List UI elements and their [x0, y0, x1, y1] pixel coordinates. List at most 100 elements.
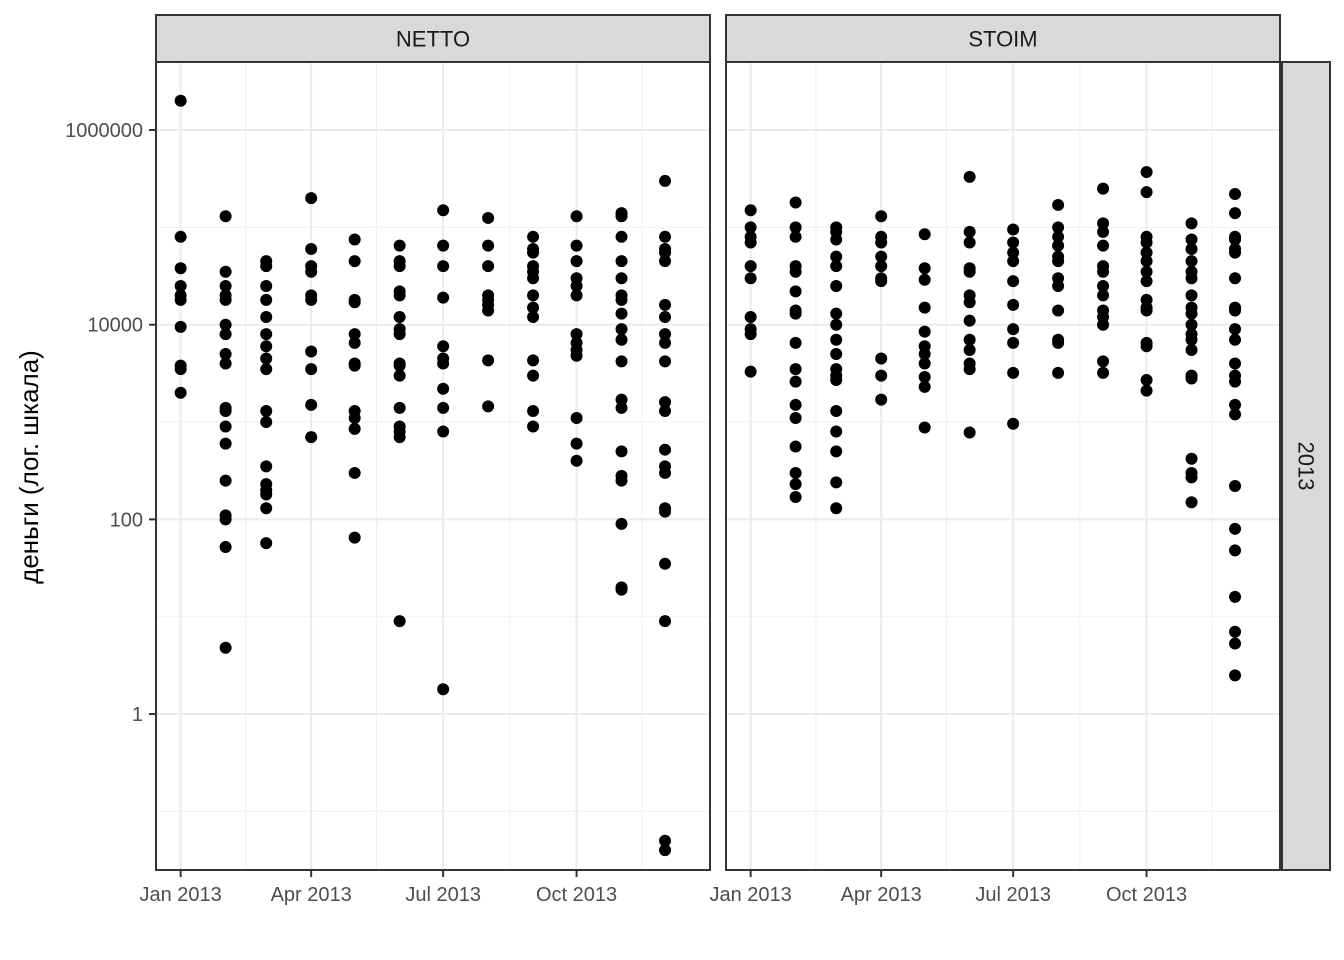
data-point: [789, 478, 802, 491]
data-point: [615, 307, 628, 320]
data-point: [305, 192, 318, 205]
data-point: [305, 293, 318, 306]
data-point: [1229, 625, 1242, 638]
data-point: [963, 363, 976, 376]
data-point: [260, 363, 273, 376]
data-point: [174, 262, 187, 275]
data-point: [348, 466, 361, 479]
data-point: [744, 272, 757, 285]
data-point: [348, 422, 361, 435]
row-strip: 2013: [1281, 61, 1331, 871]
data-point: [659, 246, 672, 259]
data-point: [260, 537, 273, 550]
data-point: [875, 393, 888, 406]
data-point: [348, 328, 361, 341]
data-point: [1229, 522, 1242, 535]
data-point: [482, 239, 495, 252]
panel-background: [156, 62, 710, 870]
data-point: [1140, 384, 1153, 397]
data-point: [1007, 417, 1020, 430]
data-point: [1140, 186, 1153, 199]
data-point: [1185, 372, 1198, 385]
data-point: [260, 460, 273, 473]
data-point: [393, 289, 406, 302]
data-point: [659, 396, 672, 409]
data-point: [963, 426, 976, 439]
data-point: [789, 490, 802, 503]
data-point: [875, 250, 888, 263]
data-point: [615, 393, 628, 406]
data-point: [1007, 275, 1020, 288]
data-point: [1007, 298, 1020, 311]
data-point: [393, 260, 406, 273]
data-point: [918, 262, 931, 275]
data-point: [219, 210, 232, 223]
data-point: [1097, 355, 1110, 368]
data-point: [615, 583, 628, 596]
data-point: [1097, 289, 1110, 302]
data-point: [1185, 217, 1198, 230]
data-point: [348, 336, 361, 349]
data-point: [789, 230, 802, 243]
data-point: [174, 293, 187, 306]
data-point: [1097, 182, 1110, 195]
data-point: [393, 401, 406, 414]
x-tick-label: Apr 2013: [841, 884, 922, 906]
data-point: [437, 683, 450, 696]
data-point: [174, 230, 187, 243]
data-point: [615, 293, 628, 306]
data-point: [659, 328, 672, 341]
data-point: [260, 293, 273, 306]
row-strip-label: 2013: [1294, 442, 1319, 491]
data-point: [1229, 408, 1242, 421]
data-point: [1097, 318, 1110, 331]
data-point: [1007, 236, 1020, 249]
data-point: [219, 318, 232, 331]
data-point: [789, 307, 802, 320]
data-point: [659, 404, 672, 417]
data-point: [1229, 207, 1242, 220]
data-point: [789, 440, 802, 453]
data-point: [744, 260, 757, 273]
data-point: [789, 196, 802, 209]
data-point: [260, 279, 273, 292]
data-point: [1229, 398, 1242, 411]
data-point: [659, 311, 672, 324]
x-tick-label: Jan 2013: [710, 884, 792, 906]
data-point: [830, 374, 843, 387]
data-point: [174, 386, 187, 399]
data-point: [1140, 166, 1153, 179]
data-point: [437, 291, 450, 304]
data-point: [875, 369, 888, 382]
data-point: [393, 328, 406, 341]
data-point: [527, 246, 540, 259]
data-point: [527, 311, 540, 324]
data-point: [1229, 304, 1242, 317]
data-point: [1052, 336, 1065, 349]
data-point: [1140, 275, 1153, 288]
data-point: [219, 404, 232, 417]
data-point: [1007, 336, 1020, 349]
data-point: [174, 363, 187, 376]
data-point: [260, 311, 273, 324]
data-point: [615, 230, 628, 243]
data-point: [659, 298, 672, 311]
data-point: [1185, 452, 1198, 465]
data-point: [789, 398, 802, 411]
data-point: [305, 345, 318, 358]
data-point: [744, 221, 757, 234]
data-point: [1185, 272, 1198, 285]
data-point: [963, 314, 976, 327]
data-point: [963, 225, 976, 238]
data-point: [1007, 366, 1020, 379]
data-point: [1229, 590, 1242, 603]
data-point: [527, 369, 540, 382]
data-point: [219, 348, 232, 361]
data-point: [219, 293, 232, 306]
data-point: [1185, 343, 1198, 356]
data-point: [615, 445, 628, 458]
data-point: [615, 210, 628, 223]
data-point: [1052, 198, 1065, 211]
x-tick-label: Apr 2013: [271, 884, 352, 906]
data-point: [219, 357, 232, 370]
